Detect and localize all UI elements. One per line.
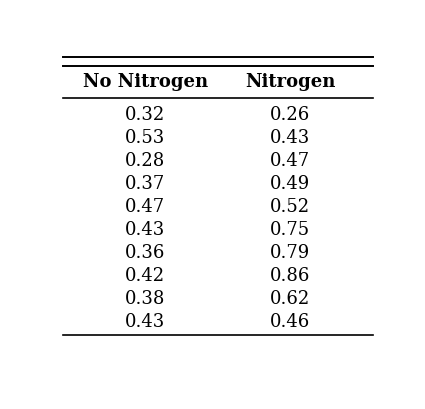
Text: Nitrogen: Nitrogen	[245, 73, 335, 91]
Text: 0.28: 0.28	[125, 152, 165, 170]
Text: 0.47: 0.47	[125, 198, 165, 216]
Text: 0.42: 0.42	[125, 267, 165, 285]
Text: 0.37: 0.37	[125, 175, 165, 193]
Text: 0.86: 0.86	[270, 267, 310, 285]
Text: 0.79: 0.79	[270, 244, 310, 262]
Text: 0.49: 0.49	[270, 175, 310, 193]
Text: 0.75: 0.75	[270, 221, 310, 239]
Text: 0.43: 0.43	[125, 313, 165, 331]
Text: 0.62: 0.62	[270, 290, 310, 308]
Text: 0.26: 0.26	[270, 106, 310, 124]
Text: 0.36: 0.36	[125, 244, 166, 262]
Text: No Nitrogen: No Nitrogen	[83, 73, 208, 91]
Text: 0.46: 0.46	[270, 313, 310, 331]
Text: 0.32: 0.32	[125, 106, 165, 124]
Text: 0.53: 0.53	[125, 129, 165, 147]
Text: 0.47: 0.47	[270, 152, 310, 170]
Text: 0.43: 0.43	[270, 129, 310, 147]
Text: 0.52: 0.52	[270, 198, 310, 216]
Text: 0.43: 0.43	[125, 221, 165, 239]
Text: 0.38: 0.38	[125, 290, 166, 308]
